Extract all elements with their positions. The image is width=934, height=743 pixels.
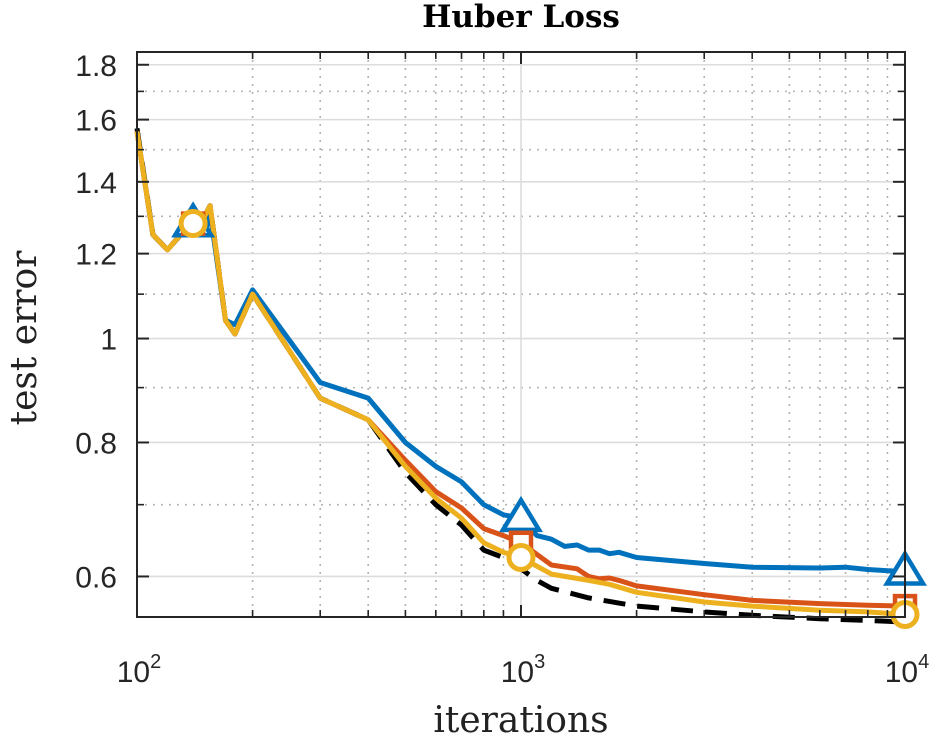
- x-tick-label: 104: [885, 651, 930, 689]
- y-tick-label: 1: [100, 324, 117, 357]
- axes: [136, 51, 906, 618]
- x-tick-exponent: 3: [534, 651, 545, 673]
- x-tick-label: 102: [117, 651, 162, 689]
- y-tick-label: 1.4: [75, 167, 117, 200]
- circle-marker: [506, 542, 536, 572]
- x-tick-base: 10: [117, 656, 150, 689]
- chart-title: Huber Loss: [422, 0, 620, 35]
- y-axis-label: test error: [4, 250, 45, 426]
- circle-marker: [178, 209, 208, 239]
- y-tick-label: 0.6: [75, 561, 117, 594]
- y-tick-label: 1.2: [75, 239, 117, 272]
- series-line-black: [134, 128, 906, 625]
- x-tick-exponent: 2: [150, 651, 161, 673]
- y-tick-label: 1.6: [75, 105, 117, 138]
- x-tick-exponent: 4: [918, 651, 929, 673]
- y-tick-label: 1.8: [75, 50, 117, 83]
- x-tick-label: 103: [501, 651, 546, 689]
- x-tick-base: 10: [501, 656, 534, 689]
- x-tick-base: 10: [885, 656, 918, 689]
- x-axis-label: iterations: [433, 700, 608, 741]
- y-tick-label: 0.8: [75, 427, 117, 460]
- triangle-marker: [499, 495, 543, 533]
